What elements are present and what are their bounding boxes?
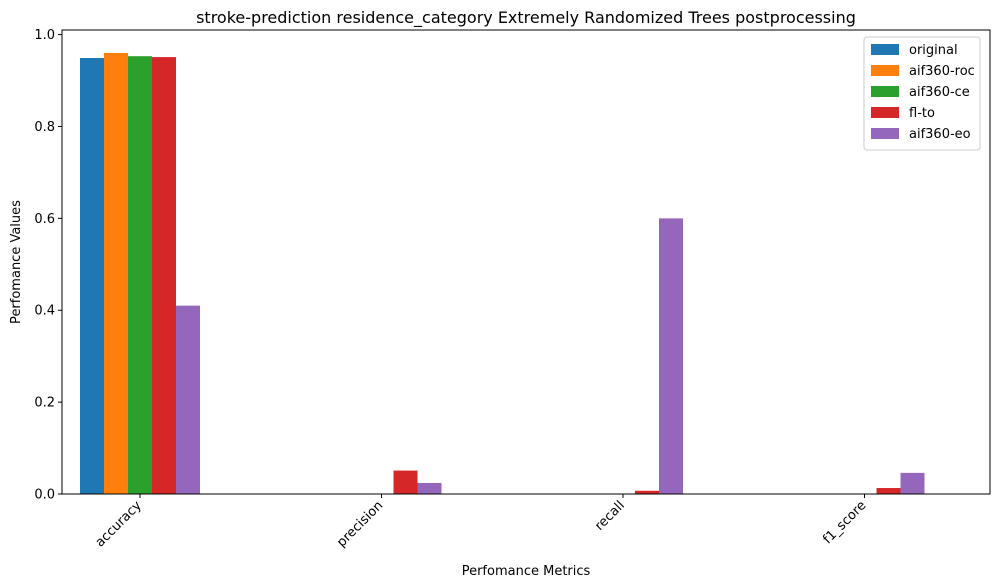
legend-label-aif360-ce: aif360-ce bbox=[909, 85, 970, 100]
y-tick-label: 0.6 bbox=[34, 212, 55, 227]
x-axis-label: Perfomance Metrics bbox=[462, 564, 591, 579]
bar-aif360-eo-precision bbox=[417, 482, 442, 494]
legend-swatch-aif360-roc bbox=[871, 65, 899, 76]
bar-fl-to-precision bbox=[393, 470, 418, 494]
bar-aif360-roc-accuracy bbox=[104, 52, 128, 494]
bar-aif360-eo-recall bbox=[659, 218, 683, 495]
bar-fl-to-recall bbox=[635, 490, 659, 494]
x-tick-label: accuracy bbox=[93, 498, 145, 550]
bar-aif360-eo-accuracy bbox=[176, 305, 200, 494]
x-tick-label: recall bbox=[592, 498, 628, 534]
y-tick-label: 1.0 bbox=[34, 28, 55, 43]
plot-frame bbox=[61, 29, 991, 495]
legend-swatch-aif360-eo bbox=[871, 128, 899, 139]
y-tick-label: 0.8 bbox=[34, 120, 55, 135]
legend-label-original: original bbox=[909, 43, 958, 58]
bar-fl-to-f1_score bbox=[876, 488, 901, 494]
legend: original aif360-roc aif360-ce fl-to aif360-e… bbox=[863, 36, 981, 151]
legend-swatch-fl-to bbox=[871, 107, 899, 118]
bar-aif360-eo-f1_score bbox=[900, 472, 925, 494]
legend-label-fl-to: fl-to bbox=[909, 106, 935, 121]
legend-label-aif360-eo: aif360-eo bbox=[909, 127, 971, 142]
y-tick-label: 0.4 bbox=[34, 304, 55, 319]
plot-area: 0.0 0.2 0.4 0.6 0.8 1.0 accuracy precision recal… bbox=[34, 28, 991, 550]
bar-aif360-ce-accuracy bbox=[128, 56, 152, 494]
y-axis-label: Perfomance Values bbox=[9, 200, 24, 324]
bar-fl-to-accuracy bbox=[152, 57, 176, 494]
bar-original-accuracy bbox=[80, 58, 104, 495]
legend-swatch-original bbox=[871, 44, 899, 55]
y-tick-label: 0.0 bbox=[34, 488, 55, 503]
x-tick-label: f1_score bbox=[820, 498, 869, 547]
legend-swatch-aif360-ce bbox=[871, 86, 899, 97]
chart-title: stroke-prediction residence_category Ext… bbox=[196, 8, 856, 28]
x-tick-label: precision bbox=[334, 498, 386, 550]
y-tick-label: 0.2 bbox=[34, 396, 55, 411]
legend-label-aif360-roc: aif360-roc bbox=[909, 64, 975, 79]
